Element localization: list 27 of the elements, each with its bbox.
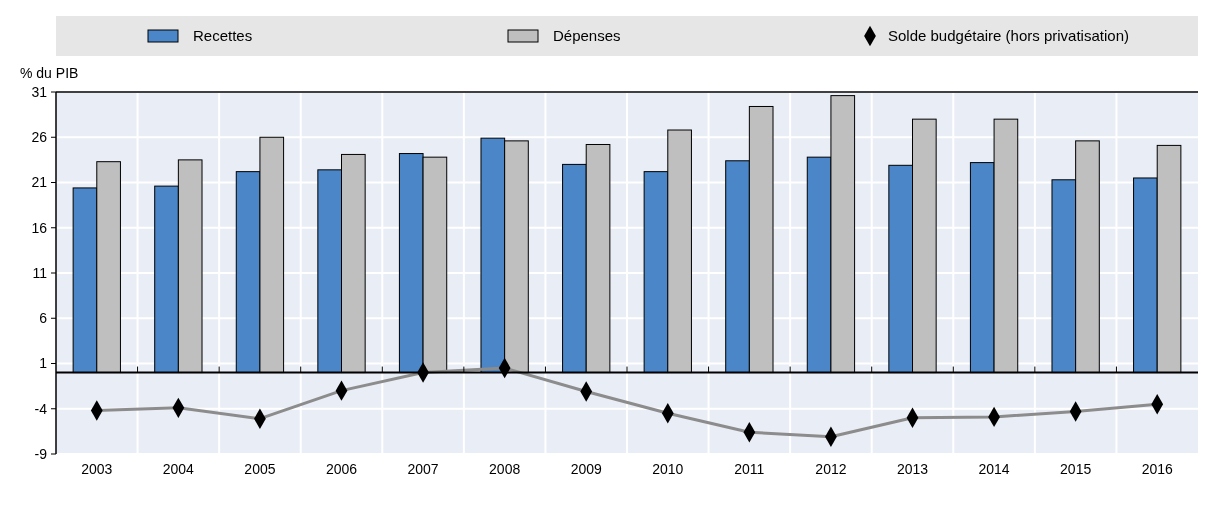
x-tick-label: 2009: [570, 461, 602, 477]
legend-label: Recettes: [193, 27, 253, 44]
x-tick-label: 2008: [489, 461, 521, 477]
y-tick-label: 6: [39, 310, 48, 327]
y-tick-label: 16: [31, 219, 48, 236]
x-tick-label: 2004: [162, 461, 195, 477]
y-axis-title: % du PIB: [20, 65, 79, 81]
x-tick-label: 2016: [1141, 461, 1173, 477]
y-tick-label: -9: [34, 445, 48, 462]
y-tick-label: -4: [34, 400, 48, 417]
y-tick-label: 26: [31, 129, 48, 146]
x-tick-label: 2012: [815, 461, 847, 477]
y-tick-label: 31: [31, 83, 48, 100]
y-tick-label: 21: [31, 174, 48, 191]
x-tick-label: 2013: [896, 461, 929, 477]
x-tick-label: 2010: [652, 461, 684, 477]
legend-label: Dépenses: [553, 27, 621, 44]
legend-label: Solde budgétaire (hors privatisation): [888, 27, 1129, 44]
y-tick-label: 1: [39, 355, 48, 372]
x-tick-label: 2003: [81, 461, 113, 477]
x-tick-label: 2011: [734, 461, 765, 477]
x-tick-label: 2015: [1060, 461, 1092, 477]
x-tick-label: 2014: [978, 461, 1010, 477]
x-tick-label: 2005: [244, 461, 276, 477]
x-tick-label: 2006: [325, 461, 358, 477]
x-tick-label: 2007: [407, 461, 439, 477]
y-tick-label: 11: [32, 264, 48, 281]
